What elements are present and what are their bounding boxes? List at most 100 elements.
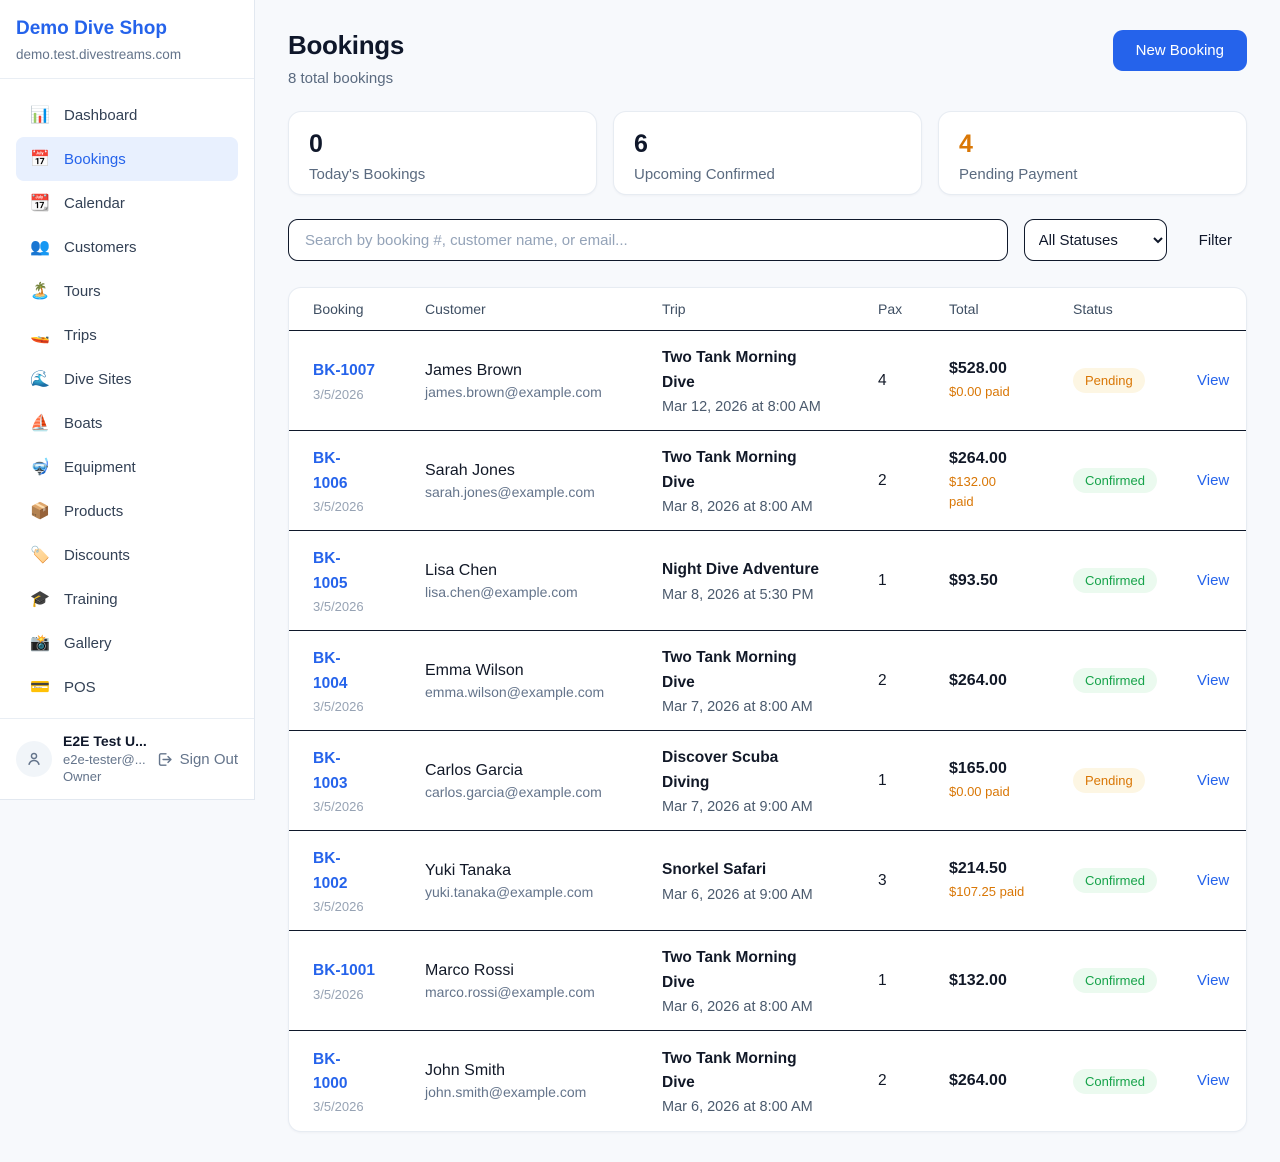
column-header-customer: Customer <box>425 301 486 317</box>
sidebar-item-calendar[interactable]: 📆 Calendar <box>16 181 238 225</box>
sidebar-item-boats[interactable]: ⛵ Boats <box>16 401 238 445</box>
column-header-trip: Trip <box>662 301 686 317</box>
trip-name: Two Tank Morning Dive <box>662 349 797 391</box>
booking-date: 3/5/2026 <box>313 598 364 614</box>
customer-cell: Marco Rossi marco.rossi@example.com <box>425 962 662 1000</box>
trip-name: Night Dive Adventure <box>662 561 820 579</box>
new-booking-button[interactable]: New Booking <box>1112 30 1247 71</box>
stat-label: Upcoming Confirmed <box>634 165 775 183</box>
paid-amount: $132.00 paid <box>949 474 996 509</box>
sidebar-item-dive-sites[interactable]: 🌊 Dive Sites <box>16 357 238 401</box>
camera-flash-icon: 📸 <box>30 635 50 652</box>
booking-id-link[interactable]: BK-1007 <box>313 362 376 380</box>
search-input[interactable] <box>288 219 1008 261</box>
sidebar-item-discounts[interactable]: 🏷️ Discounts <box>16 533 238 577</box>
trip-cell: Two Tank Morning Dive Mar 6, 2026 at 8:00 … <box>662 946 878 1014</box>
status-cell: Pending <box>1073 768 1195 793</box>
column-header-status: Status <box>1073 301 1113 317</box>
table-row: BK- 1004 3/5/2026 Emma Wilson emma.wilson@ex… <box>289 631 1246 731</box>
stat-value: 4 <box>959 130 973 158</box>
total-cell: $165.00 $0.00 paid <box>949 760 1073 802</box>
booking-id-link[interactable]: BK- 1004 <box>313 650 348 692</box>
view-link[interactable]: View <box>1197 1072 1230 1089</box>
view-link[interactable]: View <box>1197 671 1230 689</box>
booking-id-link[interactable]: BK- 1003 <box>313 750 348 792</box>
sidebar-item-label: Training <box>64 590 118 608</box>
shop-domain: demo.test.divestreams.com <box>16 47 182 62</box>
view-link[interactable]: View <box>1197 371 1230 389</box>
view-link[interactable]: View <box>1197 971 1230 989</box>
total-amount: $264.00 <box>949 1072 1007 1089</box>
sidebar-item-label: Dashboard <box>64 106 138 124</box>
booking-id-link[interactable]: BK- 1006 <box>313 450 348 492</box>
shop-header: Demo Dive Shop demo.test.divestreams.com <box>0 0 254 79</box>
booking-id-link[interactable]: BK-1001 <box>313 962 376 980</box>
bar-chart-icon: 📊 <box>30 107 50 124</box>
customer-name: John Smith <box>425 1062 506 1079</box>
sidebar-item-gallery[interactable]: 📸 Gallery <box>16 621 238 665</box>
booking-id-link[interactable]: BK- 1002 <box>313 850 348 892</box>
view-link[interactable]: View <box>1197 771 1230 789</box>
total-amount: $214.50 <box>949 859 1007 877</box>
customer-name: Emma Wilson <box>425 661 524 679</box>
sidebar-item-tours[interactable]: 🏝️ Tours <box>16 269 238 313</box>
booking-cell: BK- 1003 3/5/2026 <box>313 747 425 813</box>
sidebar-item-equipment[interactable]: 🤿 Equipment <box>16 445 238 489</box>
status-select[interactable]: All Statuses <box>1023 219 1167 261</box>
paid-amount: $0.00 paid <box>949 783 1010 799</box>
trip-cell: Two Tank Morning Dive Mar 8, 2026 at 8:00 … <box>662 446 878 514</box>
trip-name: Snorkel Safari <box>662 861 767 879</box>
package-icon: 📦 <box>30 503 50 520</box>
pax-cell: 3 <box>878 871 887 889</box>
booking-cell: BK-1007 3/5/2026 <box>313 359 425 401</box>
booking-date: 3/5/2026 <box>313 386 364 402</box>
tear-calendar-icon: 📆 <box>30 195 50 212</box>
status-cell: Confirmed <box>1073 568 1195 593</box>
view-link[interactable]: View <box>1197 571 1230 589</box>
trip-datetime: Mar 6, 2026 at 8:00 AM <box>662 1099 813 1116</box>
stat-value: 0 <box>309 130 323 158</box>
status-cell: Confirmed <box>1073 468 1195 493</box>
booking-date: 3/5/2026 <box>313 698 364 714</box>
sidebar-item-dashboard[interactable]: 📊 Dashboard <box>16 93 238 137</box>
booking-id-link[interactable]: BK- 1005 <box>313 550 348 592</box>
table-row: BK- 1000 3/5/2026 John Smith john.smith@exam… <box>289 1031 1246 1131</box>
table-row: BK- 1006 3/5/2026 Sarah Jones sarah.jones@ex… <box>289 431 1246 531</box>
island-icon: 🏝️ <box>30 283 50 300</box>
status-badge: Pending <box>1073 368 1145 393</box>
status-cell: Pending <box>1073 368 1195 393</box>
sidebar-item-customers[interactable]: 👥 Customers <box>16 225 238 269</box>
sailboat-icon: ⛵ <box>30 415 50 432</box>
view-link[interactable]: View <box>1197 471 1230 489</box>
booking-date: 3/5/2026 <box>313 1099 364 1115</box>
page-header: Bookings 8 total bookings New Booking <box>288 30 1247 87</box>
customer-email: yuki.tanaka@example.com <box>425 883 594 900</box>
sign-out-button[interactable]: Sign Out <box>156 751 238 768</box>
booking-id-link[interactable]: BK- 1000 <box>313 1050 348 1092</box>
view-cell: View <box>1195 872 1229 890</box>
stat-value: 6 <box>634 130 648 158</box>
customer-email: james.brown@example.com <box>425 383 602 400</box>
booking-cell: BK- 1004 3/5/2026 <box>313 647 425 713</box>
table-row: BK- 1002 3/5/2026 Yuki Tanaka yuki.tanaka@ex… <box>289 831 1246 931</box>
sidebar-item-products[interactable]: 📦 Products <box>16 489 238 533</box>
booking-date: 3/5/2026 <box>313 798 364 814</box>
customer-email: emma.wilson@example.com <box>425 683 605 700</box>
total-cell: $264.00 <box>949 672 1073 690</box>
status-cell: Confirmed <box>1073 668 1195 693</box>
sidebar-item-training[interactable]: 🎓 Training <box>16 577 238 621</box>
status-badge: Confirmed <box>1073 568 1157 593</box>
trip-cell: Snorkel Safari Mar 6, 2026 at 9:00 AM <box>662 858 878 902</box>
sidebar-item-trips[interactable]: 🚤 Trips <box>16 313 238 357</box>
pax-cell: 1 <box>878 571 887 589</box>
sidebar-item-label: Gallery <box>64 634 112 652</box>
customer-email: sarah.jones@example.com <box>425 483 595 500</box>
trip-datetime: Mar 7, 2026 at 8:00 AM <box>662 698 813 715</box>
sidebar-item-label: Boats <box>64 414 103 432</box>
booking-cell: BK- 1005 3/5/2026 <box>313 547 425 613</box>
sidebar-item-pos[interactable]: 💳 POS <box>16 665 238 709</box>
customer-cell: Carlos Garcia carlos.garcia@example.com <box>425 762 662 800</box>
sidebar-item-bookings[interactable]: 📅 Bookings <box>16 137 238 181</box>
view-link[interactable]: View <box>1197 871 1230 889</box>
customer-name: Marco Rossi <box>425 961 514 979</box>
